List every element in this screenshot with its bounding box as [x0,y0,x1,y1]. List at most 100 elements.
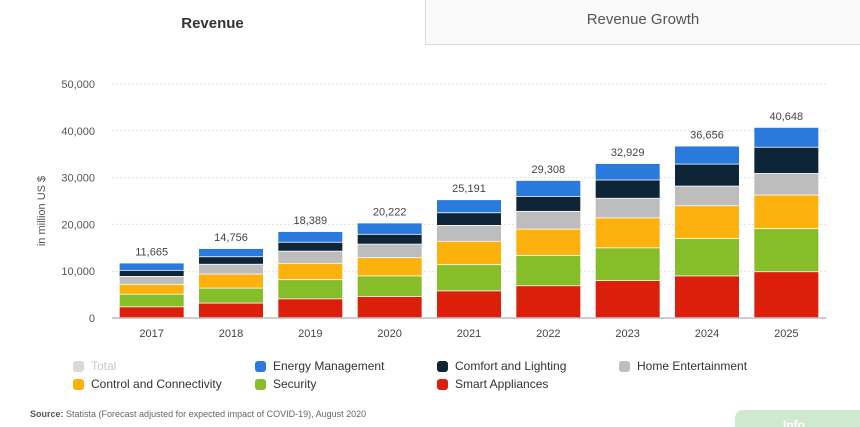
legend-swatch-control-and-connectivity [73,378,84,390]
bar-segment [595,198,660,218]
x-tick-label: 2025 [774,328,798,340]
bar-segment [437,241,501,265]
bar-segment [199,303,263,318]
y-tick-label: 30,000 [61,173,95,185]
bar-segment [278,251,343,263]
bar-segment [119,270,184,277]
x-tick-label: 2018 [219,328,243,340]
tab-revenue-growth[interactable]: Revenue Growth [425,0,860,45]
legend-swatch-total [73,360,84,372]
bar-total-label: 36,656 [690,129,724,141]
x-tick-label: 2021 [457,328,481,340]
bar-segment [278,231,343,242]
legend-swatch-energy-management [255,360,266,372]
x-tick-label: 2020 [377,328,401,340]
bar-segment [595,281,660,318]
legend-item-smart-appliances[interactable]: Smart Appliances [437,376,548,392]
bar-segment [516,286,581,318]
bar-total-label: 14,756 [214,232,248,244]
chart-legend: Total Energy Management Comfort and Ligh… [0,356,860,396]
legend-label-energy-management: Energy Management [273,359,385,373]
bar-segment [595,180,660,198]
bar-segment [675,276,739,318]
legend-swatch-smart-appliances [437,378,448,390]
bar-segment [754,272,819,318]
legend-item-control-and-connectivity[interactable]: Control and Connectivity [73,376,222,392]
bar-segment [357,276,422,297]
bar-segment [119,307,184,318]
source-label: Source: [30,409,64,419]
x-tick-label: 2024 [695,328,719,340]
bar-total-label: 32,929 [611,147,645,159]
legend-item-total[interactable]: Total [73,358,116,374]
bar-segment [516,180,581,196]
bar-segment [119,294,184,307]
revenue-stacked-bar-chart: 0 10,000 20,000 30,000 40,000 50,000 in millio… [36,79,826,340]
bar-segment [437,291,501,318]
bar-total-label: 25,191 [452,183,486,195]
bar-total-label: 20,222 [373,206,407,218]
legend-item-energy-management[interactable]: Energy Management [255,358,384,374]
x-tick-label: 2019 [298,328,322,340]
chart-tabs: Revenue Revenue Growth [0,0,860,45]
bar-segment [199,264,263,274]
bar-segment [199,257,263,264]
bar-segment [754,173,819,195]
bar-total-label: 29,308 [532,164,566,176]
legend-label-smart-appliances: Smart Appliances [455,377,549,391]
tab-revenue-growth-label: Revenue Growth [586,10,700,28]
bar-segment [437,225,501,241]
bar-segment [754,229,819,272]
bar-segment [754,127,819,147]
bar-segment [278,242,343,251]
bar-segment [595,248,660,281]
bar-segment [357,296,422,318]
bar-segment [516,255,581,286]
bar-segment [278,299,343,318]
legend-item-security[interactable]: Security [255,376,316,392]
legend-item-comfort-and-lighting[interactable]: Comfort and Lighting [437,358,566,374]
bar-segment [754,147,819,174]
y-tick-label: 40,000 [61,126,95,138]
bar-segment [754,195,819,229]
legend-item-home-entertainment[interactable]: Home Entertainment [619,358,747,374]
bar-segment [119,276,184,284]
bar-total-label: 40,648 [770,111,804,123]
bar-segment [437,265,501,291]
legend-label-control-and-connectivity: Control and Connectivity [91,377,222,391]
bar-segment [675,206,739,239]
info-button-label: Info [783,418,805,427]
legend-swatch-comfort-and-lighting [437,360,448,372]
bar-segment [675,146,739,164]
bar-segment [119,263,184,270]
bar-segment [278,263,343,280]
bar-segment [516,229,581,255]
y-axis-label: in million US $ [36,176,48,246]
bar-segment [199,274,263,288]
legend-swatch-home-entertainment [619,360,630,372]
legend-label-security: Security [273,377,317,391]
bar-total-label: 18,389 [294,215,328,227]
bar-segment [199,288,263,303]
x-tick-label: 2022 [536,328,560,340]
bar-segment [675,164,739,186]
bar-segment [119,284,184,294]
bar-segment [437,213,501,226]
bar-segment [199,248,263,257]
bar-segment [595,163,660,180]
y-tick-label: 50,000 [61,79,95,91]
bar-segment [437,200,501,213]
tab-revenue[interactable]: Revenue [0,0,425,45]
legend-label-home-entertainment: Home Entertainment [637,359,748,373]
bar-segment [357,258,422,276]
bar-segment [357,223,422,234]
legend-label-comfort-and-lighting: Comfort and Lighting [455,359,567,373]
tab-revenue-label: Revenue [181,15,244,32]
x-tick-label: 2023 [615,328,639,340]
y-tick-label: 10,000 [61,266,95,278]
info-button[interactable]: Info [735,410,860,427]
bar-segment [278,280,343,299]
bar-segment [675,186,739,206]
y-tick-label: 20,000 [61,219,95,231]
bar-segment [595,218,660,248]
